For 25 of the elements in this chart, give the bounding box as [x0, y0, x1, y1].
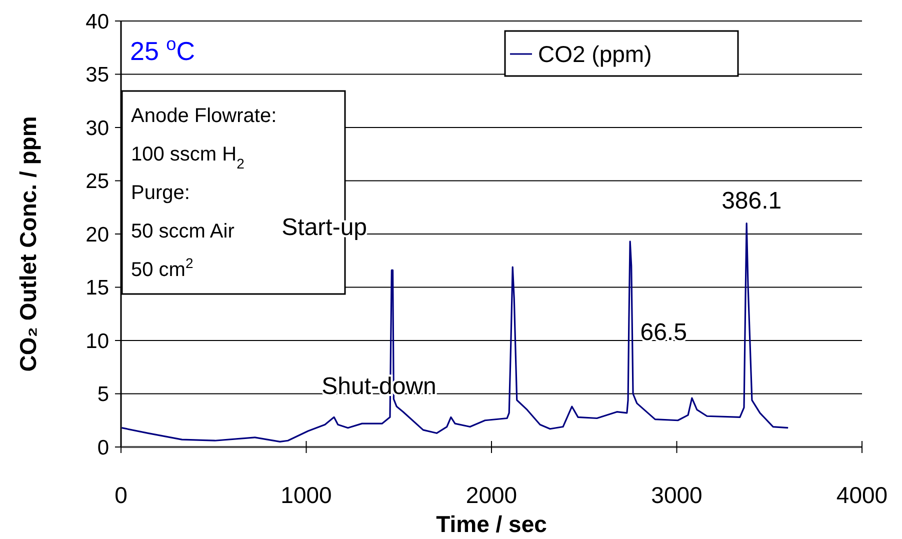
- annotation: 25 $^{o}$C: [130, 34, 196, 66]
- x-tick-label: 4000: [836, 482, 888, 508]
- annotation: Anode Flowrate:: [131, 105, 277, 127]
- x-tick-label: 2000: [466, 482, 518, 508]
- y-tick-label: 40: [86, 10, 109, 34]
- y-tick-label: 20: [86, 223, 109, 246]
- y-tick-label: 5: [97, 383, 109, 406]
- y-tick-label: 15: [86, 276, 109, 300]
- y-tick-label: 30: [86, 116, 109, 140]
- x-tick-label: 0: [114, 482, 128, 508]
- annotation: 50 sccm Air: [131, 220, 235, 242]
- annotation: 50 cm$^{2}$: [131, 255, 194, 281]
- y-tick-label: 10: [86, 330, 109, 353]
- y-axis-title: CO₂ Outlet Conc. / ppm: [15, 116, 41, 372]
- x-tick-label: 3000: [651, 482, 702, 508]
- annotation: Purge:: [131, 182, 190, 204]
- legend-label: CO2 (ppm): [538, 41, 652, 68]
- annotation: 66.5: [640, 319, 687, 346]
- annotation: 100 sscm H$_{2}$: [131, 144, 245, 172]
- x-tick-label: 1000: [280, 482, 332, 508]
- annotation: 386.1: [722, 187, 782, 214]
- x-axis-title: Time / sec: [436, 511, 548, 537]
- y-tick-label: 35: [86, 64, 109, 87]
- y-tick-label: 0: [97, 436, 109, 460]
- y-tick-label: 25: [86, 170, 109, 194]
